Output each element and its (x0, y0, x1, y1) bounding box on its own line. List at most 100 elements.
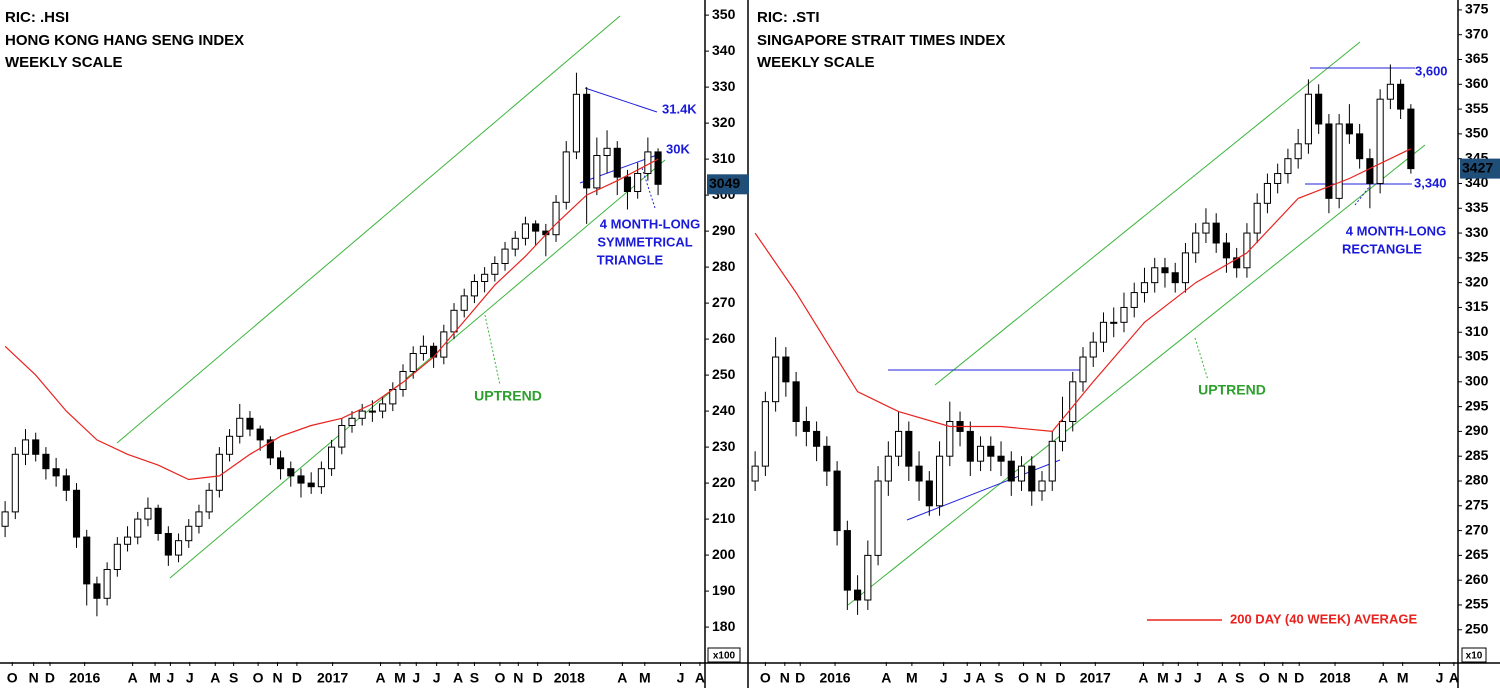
x-tick-label: M (906, 670, 918, 686)
candle-body (884, 455, 892, 482)
x-tick-label: A (1449, 670, 1459, 686)
candle-body (164, 532, 172, 556)
y-tick-label: 350 (712, 6, 736, 22)
candle-body (256, 428, 264, 441)
x-tick-label: J (1436, 670, 1444, 686)
x-tick-label: O (7, 670, 18, 686)
candle-body (905, 430, 913, 467)
unit-note: x10 (1466, 651, 1483, 662)
y-tick-label: 295 (1465, 397, 1489, 413)
candle-body (1366, 158, 1374, 184)
price-tag: 3049 (709, 175, 740, 191)
x-tick-label: J (940, 670, 948, 686)
y-tick-label: 285 (1465, 447, 1489, 463)
annotation: 3,600 (1415, 63, 1448, 78)
candle-body (225, 435, 234, 455)
candle-body (42, 453, 50, 470)
candle-body (348, 417, 356, 426)
pointer (641, 167, 656, 209)
candle-body (11, 453, 19, 513)
y-tick-label: 370 (1465, 25, 1489, 41)
x-tick-label: J (963, 670, 971, 686)
y-tick-label: 330 (1465, 224, 1489, 240)
x-tick-label: A (881, 670, 891, 686)
hsi-trendlines (116, 15, 666, 579)
x-tick-label: N (780, 670, 790, 686)
price-tag-box (1460, 158, 1500, 179)
annotation: SYMMETRICAL (597, 234, 692, 249)
candle-body (1151, 267, 1159, 284)
x-tick-label: J (186, 670, 194, 686)
candle-body (123, 536, 132, 545)
candle-body (894, 430, 903, 457)
candle-body (1007, 460, 1015, 482)
y-tick-label: 265 (1465, 546, 1489, 562)
candle-body (450, 309, 458, 333)
candle-body (1099, 321, 1108, 343)
y-tick-label: 300 (1465, 373, 1489, 389)
unit-box (1461, 647, 1487, 663)
scale-note: WEEKLY SCALE (5, 54, 123, 71)
moving-average (4, 158, 659, 481)
candle-body (772, 356, 780, 403)
x-tick-label: A (1378, 670, 1388, 686)
candle-body (113, 543, 121, 570)
candle-body (997, 455, 1005, 462)
candle-body (419, 345, 427, 354)
x-tick-label: A (1217, 670, 1227, 686)
trend-channel (116, 15, 621, 444)
y-tick-label: 375 (1465, 1, 1489, 17)
candle-body (62, 475, 70, 491)
annotation: 4 MONTH-LONG (600, 216, 700, 231)
y-tick-label: 230 (712, 438, 736, 454)
candle-body (21, 439, 30, 455)
y-tick-label: 280 (712, 258, 736, 274)
x-tick-label: S (470, 670, 479, 686)
trend-channel (934, 41, 1361, 386)
candle-body (287, 468, 295, 477)
candle-body (511, 237, 519, 250)
x-tick-label: A (453, 670, 463, 686)
y-tick-label: 310 (712, 150, 736, 166)
candle-body (1, 511, 9, 527)
candle-body (328, 446, 336, 470)
x-tick-label: D (292, 670, 302, 686)
candle-body (1397, 83, 1405, 110)
candle-body (1181, 252, 1190, 284)
candle-body (409, 352, 417, 372)
candle-body (1284, 158, 1292, 175)
candle-body (52, 468, 60, 477)
y-tick-label: 200 (712, 546, 736, 562)
candle-body (266, 439, 274, 459)
candle-body (246, 417, 254, 430)
x-tick-label: N (1036, 670, 1046, 686)
x-tick-label: J (1174, 670, 1182, 686)
y-tick-label: 335 (1465, 199, 1489, 215)
candle-body (470, 281, 478, 297)
candle-body (1048, 440, 1056, 482)
y-tick-label: 250 (1465, 620, 1489, 636)
candle-body (338, 424, 346, 448)
candle-body (1161, 267, 1169, 274)
x-tick-label: M (149, 670, 161, 686)
y-tick-label: 220 (712, 474, 736, 490)
candle-body (792, 381, 800, 422)
x-tick-label: N (272, 670, 282, 686)
candle-body (297, 475, 305, 484)
candle-body (491, 263, 499, 275)
candle-body (654, 151, 662, 185)
x-tick-label: M (1397, 670, 1409, 686)
candle-body (864, 554, 872, 601)
y-tick-label: 260 (712, 330, 736, 346)
y-tick-label: 360 (1465, 75, 1489, 91)
candle-body (1171, 272, 1179, 284)
y-tick-label: 305 (1465, 348, 1489, 364)
candle-body (925, 480, 933, 507)
candle-body (1304, 93, 1312, 145)
unit-note: x100 (713, 651, 736, 662)
candle-body (1233, 257, 1241, 269)
candle-body (1253, 202, 1261, 234)
y-tick-label: 255 (1465, 596, 1489, 612)
candle-body (572, 93, 581, 153)
